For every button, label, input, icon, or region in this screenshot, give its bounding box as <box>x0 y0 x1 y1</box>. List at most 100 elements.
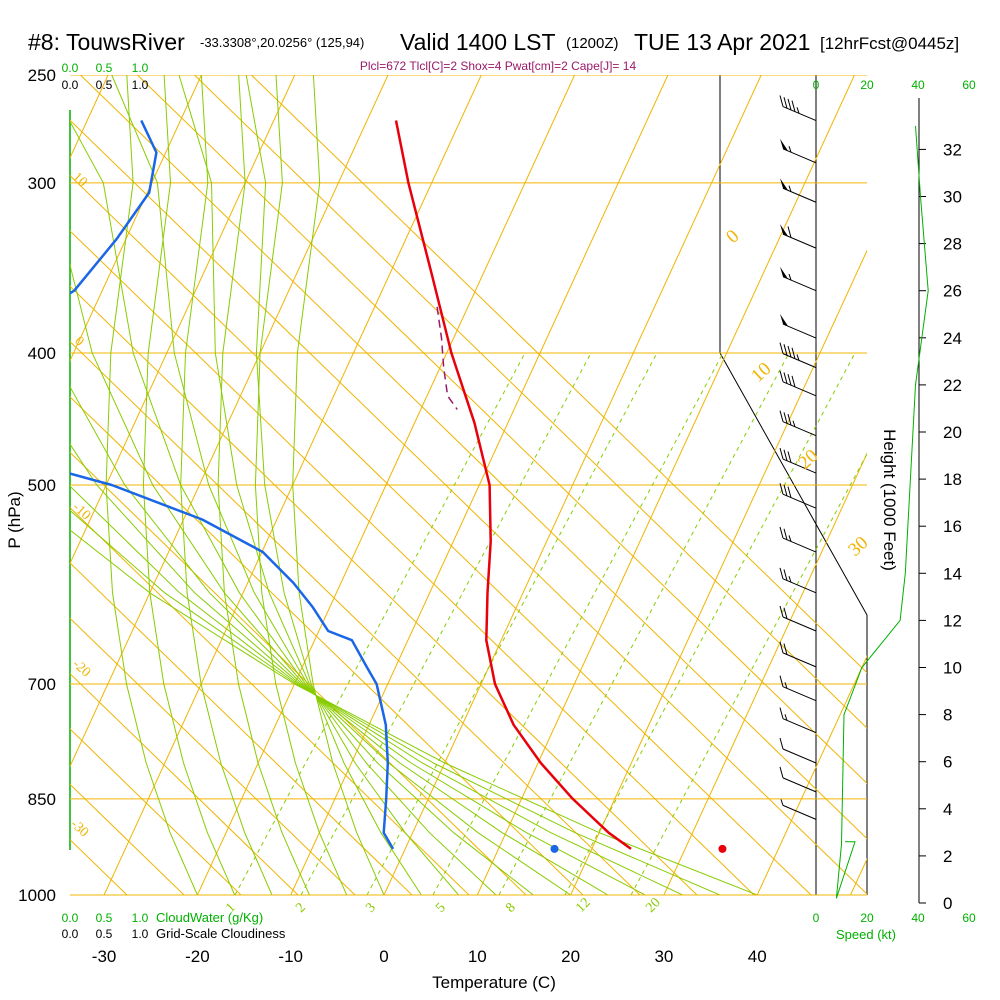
wind-barb-tick <box>779 410 784 422</box>
station-coords: -33.3308°,20.0256° (125,94) <box>200 35 364 50</box>
speed-tick: 40 <box>911 78 925 92</box>
wind-barb-half-tick <box>788 146 792 153</box>
height-tick-label: 18 <box>943 470 962 489</box>
wind-barb-staff <box>782 323 817 339</box>
mixing-ratio-line <box>300 352 592 895</box>
wind-barb-tick <box>783 643 788 655</box>
pressure-tick-label: 300 <box>28 174 56 193</box>
wind-barb-tick <box>779 707 784 719</box>
isotherm-line <box>756 655 867 895</box>
pressure-tick-label: 1000 <box>18 886 56 905</box>
speed-tick: 20 <box>860 911 874 925</box>
wind-barb-staff <box>782 148 817 164</box>
wind-barb-half-tick <box>784 682 788 689</box>
speed-tick: 40 <box>911 911 925 925</box>
height-tick-label: 6 <box>943 753 952 772</box>
dry-adiabat-line <box>70 617 356 895</box>
height-tick-label: 26 <box>943 282 962 301</box>
cloud-water-tick: 0.5 <box>96 911 113 925</box>
height-tick-label: 32 <box>943 140 962 159</box>
wind-barb-half-tick <box>780 799 784 806</box>
wind-barb-half-tick <box>788 273 792 281</box>
speed-tick: 60 <box>962 78 976 92</box>
mixing-ratio-label: 3 <box>363 900 379 916</box>
isotherm-line <box>196 75 576 895</box>
pressure-tick-label: 700 <box>28 675 56 694</box>
wind-barb-staff <box>782 718 817 734</box>
forecast-label: [12hrFcst@0445z] <box>820 34 959 53</box>
surface-dewpoint-dot <box>550 844 559 853</box>
moist-adiabat-line <box>70 529 758 895</box>
pressure-tick-label: 250 <box>28 66 56 85</box>
cloud-water-tick: 1.0 <box>132 61 149 75</box>
wind-barb-tick <box>783 449 788 461</box>
wind-barb-staff <box>782 748 817 764</box>
mixing-ratio-line <box>234 352 526 895</box>
dry-adiabat-line <box>80 75 867 840</box>
wind-barb-tick <box>791 347 796 359</box>
wind-barb-tick <box>787 374 792 386</box>
wind-barb-tick <box>787 345 792 358</box>
moist-adiabat-line <box>70 443 646 895</box>
dry-adiabat-line <box>70 230 755 895</box>
mixing-ratio-label: 8 <box>503 900 519 916</box>
dry-adiabat-line <box>0 75 13 895</box>
wind-barb-tick <box>787 486 792 498</box>
left-temp-label: 0 <box>71 334 86 350</box>
mixing-ratio-line <box>366 352 658 895</box>
temp-tick-label: 20 <box>561 947 580 966</box>
wind-barb-flag <box>780 266 788 279</box>
height-tick-label: 10 <box>943 659 962 678</box>
cloud-water-tick: 1.0 <box>132 911 149 925</box>
isotherm-line <box>70 75 389 768</box>
wind-barb-tick <box>779 567 784 579</box>
wind-barb-half-tick <box>796 354 800 361</box>
wind-barb-tick <box>779 526 784 539</box>
dry-adiabat-line <box>70 451 527 895</box>
wind-barb-staff <box>782 187 817 203</box>
height-tick-label: 24 <box>943 329 962 348</box>
isotherm-line <box>70 75 202 362</box>
wind-barb-half-tick <box>796 107 800 114</box>
height-tick-label: 14 <box>943 564 962 583</box>
height-tick-label: 28 <box>943 235 962 254</box>
isotherm-line <box>290 75 669 895</box>
mixing-ratio-line <box>630 452 867 895</box>
dry-adiabat-line <box>70 672 299 895</box>
dry-adiabat-line <box>70 285 698 895</box>
temperature-line <box>394 120 632 850</box>
wind-barb-tick <box>787 98 792 111</box>
isotherm-line <box>476 75 855 895</box>
cloudiness-label: Grid-Scale Cloudiness <box>156 926 286 941</box>
wind-barb-tick <box>783 484 788 497</box>
height-tick-label: 20 <box>943 423 962 442</box>
wind-barb-tick <box>779 605 784 618</box>
parcel-line <box>436 306 458 410</box>
wind-barb-staff <box>782 458 817 474</box>
wind-barb-tick <box>783 372 788 384</box>
wind-barb-staff <box>782 493 817 509</box>
background-grid <box>0 75 867 895</box>
moist-adiabat-line <box>70 485 683 895</box>
wind-barb-tick <box>783 97 788 109</box>
wind-barb-tick <box>787 226 792 238</box>
wind-barb-staff <box>782 578 817 594</box>
wind-barb-half-tick <box>788 535 792 542</box>
cloud-water-tick: 0.5 <box>96 61 113 75</box>
pressure-tick-label: 500 <box>28 476 56 495</box>
dry-adiabat-line <box>194 75 867 729</box>
dry-adiabat-line <box>70 562 413 895</box>
isotherm-label: 20 <box>794 445 822 473</box>
valid-time: Valid 1400 LST <box>400 29 556 55</box>
speed-axis-label: Speed (kt) <box>836 927 896 942</box>
wind-speed-profile-line <box>835 125 929 899</box>
cloudiness-tick: 0.5 <box>96 78 113 92</box>
height-tick-label: 22 <box>943 376 962 395</box>
dry-adiabat-line <box>70 119 867 895</box>
mixing-ratio-line <box>564 352 856 895</box>
dry-adiabat-line <box>70 728 242 895</box>
wind-barb-tick <box>791 375 796 388</box>
mixing-ratio-line <box>432 352 724 895</box>
wind-barb-tick <box>783 569 788 581</box>
